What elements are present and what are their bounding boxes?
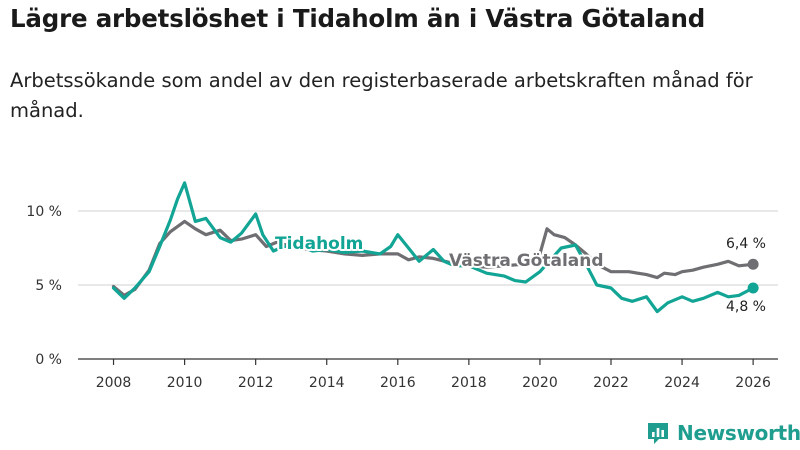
x-tick-label: 2012 — [238, 375, 274, 391]
x-tick-label: 2018 — [451, 375, 487, 391]
y-tick-label: 0 % — [35, 352, 62, 368]
grid-lines — [78, 210, 778, 286]
end-value-tidaholm-halo: 4,8 % — [726, 299, 766, 315]
series-line-tidaholm — [111, 181, 755, 314]
end-value-vastra-gotaland-halo: 6,4 % — [726, 236, 766, 252]
end-value-vastra-gotaland: 6,4 % — [726, 236, 766, 252]
x-tick-label: 2008 — [96, 375, 132, 391]
x-tick-label: 2010 — [167, 375, 203, 391]
series-label-tidaholm-halo: Tidaholm — [275, 234, 363, 254]
chart-subtitle: Arbetssökande som andel av den registerb… — [10, 69, 753, 122]
series-label-vastra-gotaland-halo: Västra Götaland — [449, 251, 604, 271]
x-tick-label: 2024 — [664, 375, 700, 391]
y-tick-label: 5 % — [35, 278, 62, 294]
x-tick-label: 2022 — [593, 375, 629, 391]
newsworthy-logo: Newsworthy — [645, 420, 800, 446]
chart-title: Lägre arbetslöshet i Tidaholm än i Västr… — [10, 4, 706, 33]
y-tick-label: 10 % — [26, 204, 62, 220]
end-marker-vastra-gotaland — [747, 258, 759, 270]
y-axis: 0 % 5 % 10 % — [26, 204, 62, 368]
series-label-vastra-gotaland: Västra Götaland — [449, 251, 604, 271]
x-tick-label: 2026 — [735, 375, 771, 391]
series-line-vastra-gotaland — [111, 219, 755, 297]
x-tick-label: 2014 — [309, 375, 345, 391]
end-marker-tidaholm — [747, 282, 759, 294]
x-tick-label: 2016 — [380, 375, 416, 391]
series-lines — [111, 181, 759, 314]
brand-name: Newsworthy — [677, 421, 800, 445]
x-tick-label: 2020 — [522, 375, 558, 391]
end-value-tidaholm: 4,8 % — [726, 299, 766, 315]
x-axis: 2008 2010 2012 2014 2016 2018 2020 2022 2024 2026 — [78, 358, 778, 391]
series-label-tidaholm: Tidaholm — [275, 234, 363, 254]
newsworthy-icon — [648, 423, 668, 444]
